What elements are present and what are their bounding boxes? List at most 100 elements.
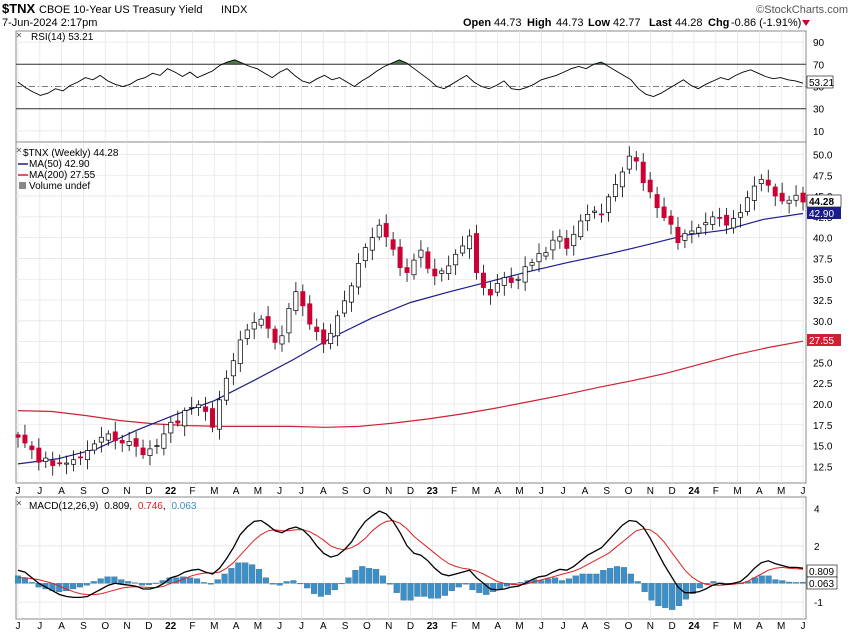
x-tick-label: 22 xyxy=(165,486,177,497)
candle-body xyxy=(557,236,563,242)
x-tick-label: D xyxy=(669,621,676,632)
legend-volume: Volume undef xyxy=(29,181,90,192)
candle-body xyxy=(279,335,285,345)
rsi-overbought-area xyxy=(593,62,609,65)
x-tick-label: O xyxy=(101,486,109,497)
candle-body xyxy=(522,266,528,283)
ma200-tag xyxy=(807,334,841,346)
macd-tick-label: -1 xyxy=(814,598,823,609)
macd-histogram-bar xyxy=(407,583,414,601)
macd-histogram-bar xyxy=(193,578,201,584)
x-tick-label: M xyxy=(210,621,218,632)
macd-histogram-bar xyxy=(28,582,35,584)
macd-current-value: 0.809 xyxy=(809,567,834,578)
x-tick-label: J xyxy=(801,486,806,497)
x-tick-label: F xyxy=(713,486,719,497)
x-tick-label: O xyxy=(625,486,633,497)
price-tick-label: 17.5 xyxy=(813,421,833,432)
candle-body xyxy=(216,399,222,430)
high-value: 44.73 xyxy=(556,17,584,29)
candle-body xyxy=(98,436,104,443)
x-tick-label: 23 xyxy=(427,621,439,632)
x-tick-label: N xyxy=(385,621,392,632)
macd-histogram-bar xyxy=(765,575,772,584)
macd-histogram-bar xyxy=(111,576,118,584)
x-tick-label: J xyxy=(561,486,566,497)
macd-histogram-bar xyxy=(373,569,380,584)
x-tick-label: S xyxy=(603,621,610,632)
low-value: 42.77 xyxy=(613,17,641,29)
ma200-line xyxy=(17,340,804,428)
candle-body xyxy=(793,194,799,201)
price-collapse-icon[interactable] xyxy=(16,147,22,153)
candle-body xyxy=(105,433,111,441)
macd-histogram-bar xyxy=(799,582,807,584)
candle-body xyxy=(84,450,90,461)
x-tick-label: O xyxy=(625,621,633,632)
macd-histogram-bar xyxy=(476,583,483,593)
x-tick-label: D xyxy=(669,486,676,497)
candle-body xyxy=(91,443,97,451)
x-tick-label: 24 xyxy=(688,486,700,497)
candle-body xyxy=(529,262,535,266)
macd-histogram-bar xyxy=(772,579,779,584)
candle-body xyxy=(425,251,431,269)
x-tick-label: N xyxy=(647,621,654,632)
candle-body xyxy=(432,268,438,277)
price-tick-label: 50.0 xyxy=(813,150,833,161)
macd-histogram-bar xyxy=(70,583,77,590)
candle-body xyxy=(321,329,327,345)
candle-body xyxy=(307,303,313,325)
macd-value-tags: 0.809 0.063 xyxy=(806,564,838,590)
macd-histogram-bar xyxy=(63,583,70,591)
x-tick-label: J xyxy=(539,621,544,632)
symbol: $TNX xyxy=(2,1,36,16)
x-tick-label: S xyxy=(342,486,349,497)
x-tick-label: M xyxy=(472,486,480,497)
candle-body xyxy=(71,459,77,465)
macd-histogram-bar xyxy=(269,583,276,585)
candle-body xyxy=(286,307,292,334)
x-tick-label: A xyxy=(756,621,763,632)
candle-body xyxy=(119,440,125,444)
candle-body xyxy=(703,222,709,226)
x-tick-label: A xyxy=(58,621,65,632)
macd-histogram-bar xyxy=(118,579,125,584)
price-panel: 50.047.545.042.540.037.535.032.530.027.5… xyxy=(15,141,842,484)
x-tick-label: A xyxy=(320,486,327,497)
candle-body xyxy=(335,315,341,337)
macd-histogram-bar xyxy=(187,577,194,584)
rsi-value-tag: 53.21 xyxy=(806,75,834,89)
rsi-collapse-icon[interactable] xyxy=(16,32,22,38)
x-tick-label: M xyxy=(515,486,523,497)
macd-histogram-bar xyxy=(276,583,283,586)
candle-body xyxy=(696,227,702,234)
macd-histogram-bar xyxy=(414,583,421,597)
price-tick-label: 40.0 xyxy=(813,234,833,245)
candle-body xyxy=(800,192,806,203)
macd-histogram-bar xyxy=(283,581,290,584)
macd-histogram-bar xyxy=(400,583,407,601)
x-tick-label: O xyxy=(363,486,371,497)
macd-histogram-bar xyxy=(517,582,524,584)
macd-collapse-icon[interactable] xyxy=(16,500,22,506)
macd-histogram-bar xyxy=(138,583,145,586)
candle-body xyxy=(717,217,723,219)
candle-body xyxy=(612,184,618,197)
price-tick-label: 12.5 xyxy=(813,462,833,473)
candle-body xyxy=(494,283,500,293)
macd-histogram-bar xyxy=(317,583,325,597)
candle-body xyxy=(779,192,785,202)
last-label: Last xyxy=(649,17,672,29)
candle-body xyxy=(501,277,507,286)
candle-body xyxy=(369,237,375,251)
candle-body xyxy=(15,434,21,438)
price-tick-label: 25.0 xyxy=(813,358,833,369)
macd-histogram-bar xyxy=(641,583,648,592)
candle-body xyxy=(244,329,250,339)
candle-body xyxy=(640,161,646,184)
x-tick-label: M xyxy=(254,621,262,632)
price-value-tags: 44.28 42.90 27.55 xyxy=(806,194,842,347)
candle-body xyxy=(147,448,153,456)
macd-histogram-bar xyxy=(338,583,345,585)
